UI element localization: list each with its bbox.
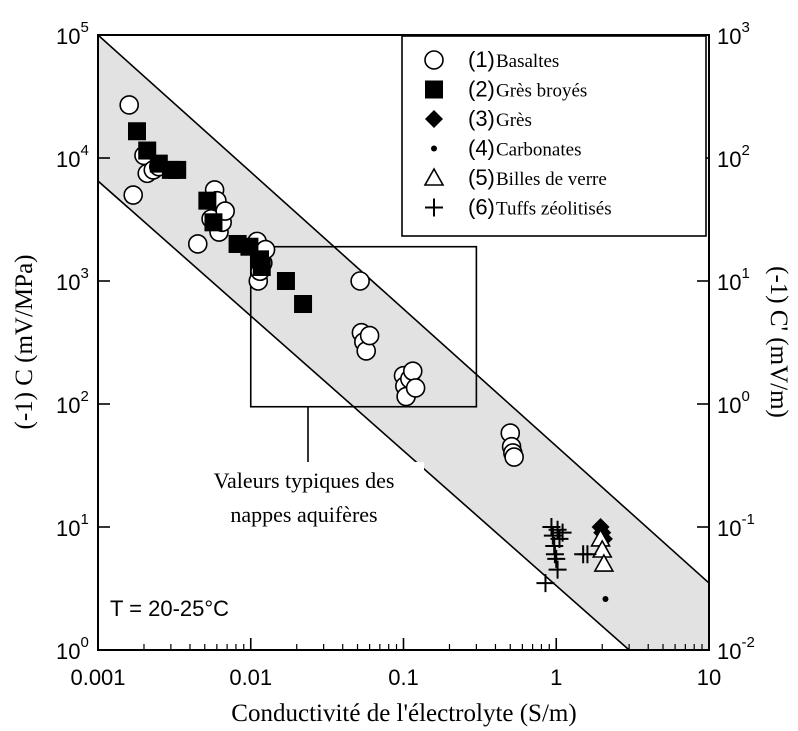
- legend-item: (2) Grès broyés: [425, 77, 587, 102]
- data-point: [359, 325, 380, 346]
- legend-number: (3): [468, 106, 495, 131]
- series-2: [127, 122, 313, 314]
- temperature-label: T = 20-25°C: [110, 596, 229, 621]
- legend-number: (2): [468, 77, 495, 102]
- y-tick-label: 103: [717, 19, 750, 49]
- band-lower-line: [98, 180, 630, 650]
- confidence-band: [98, 35, 709, 650]
- data-point: [127, 122, 146, 141]
- data-point: [405, 378, 426, 398]
- data-point: [276, 272, 295, 290]
- x-tick-label: 0.01: [229, 665, 272, 690]
- data-point: [547, 549, 566, 568]
- series-5: [590, 528, 615, 572]
- legend-label: Billes de verre: [496, 169, 607, 190]
- series-4: [602, 595, 609, 602]
- y-tick-label: 102: [717, 142, 750, 172]
- data-point: [294, 295, 313, 314]
- data-point: [593, 553, 615, 572]
- data-point: [536, 574, 555, 593]
- y-axis-left-ticks: 100 101 102 103 104 105: [56, 19, 110, 664]
- x-axis-title: Conductivité de l'électrolyte (S/m): [231, 700, 576, 727]
- aquifer-typical-values-box: [249, 245, 478, 408]
- x-tick-label: 1: [550, 665, 562, 690]
- annotation-aquifer-line1: Valeurs typiques des: [214, 468, 395, 493]
- y-tick-label: 100: [717, 388, 750, 418]
- legend-number: (4): [468, 136, 495, 161]
- y-tick-label: 101: [56, 511, 89, 541]
- y-tick-label: 103: [56, 265, 89, 295]
- data-point: [350, 271, 370, 291]
- y-tick-label: 104: [56, 142, 89, 172]
- legend-item: (4) Carbonates: [431, 136, 581, 161]
- data-point: [204, 213, 223, 232]
- legend-label: Grès broyés: [496, 81, 587, 102]
- data-point: [168, 160, 187, 179]
- x-tick-label: 10: [697, 665, 721, 690]
- annotation-aquifer-line2: nappes aquifères: [230, 502, 377, 527]
- series-6: [536, 518, 597, 593]
- legend: (1) Basaltes(2) Grès broyés(3) Grès(4) Carbo…: [401, 35, 707, 237]
- data-point: [252, 257, 271, 276]
- legend-label: Carbonates: [496, 140, 581, 161]
- legend-number: (1): [468, 47, 495, 72]
- x-tick-label: 0.1: [388, 665, 419, 690]
- y-tick-label: 101: [717, 265, 750, 295]
- legend-number: (6): [468, 195, 495, 220]
- legend-marker: [425, 110, 443, 128]
- data-point: [545, 545, 564, 564]
- data-point: [553, 523, 572, 542]
- data-point: [119, 95, 139, 115]
- data-point: [504, 447, 524, 467]
- annotation-background: [184, 462, 424, 534]
- legend-marker: [424, 50, 444, 70]
- x-tick-label: 0.001: [70, 665, 125, 690]
- y-axis-right-ticks: 10-2 10-1 100 101 102 103: [697, 19, 755, 664]
- legend-marker: [431, 145, 437, 152]
- band-upper-line: [98, 35, 709, 584]
- legend-label: Basaltes: [496, 51, 559, 72]
- data-markers: [119, 95, 615, 602]
- y-tick-label: 105: [56, 19, 89, 49]
- legend-item: (6) Tuffs zéolitisés: [425, 195, 612, 220]
- data-point: [402, 361, 423, 381]
- legend-number: (5): [468, 165, 495, 190]
- legend-marker: [423, 167, 445, 186]
- legend-item: (3) Grès: [425, 106, 532, 131]
- data-point: [578, 545, 597, 564]
- x-axis-ticks: 0.001 0.01 0.1 1 10: [70, 638, 721, 690]
- data-point: [187, 234, 208, 254]
- legend-item: (1) Basaltes: [424, 47, 559, 72]
- y-axis-right-title: (-1) C' (mV/m): [765, 266, 792, 418]
- legend-items: (1) Basaltes(2) Grès broyés(3) Grès(4) Carbo…: [423, 47, 612, 220]
- data-point: [198, 191, 217, 210]
- y-axis-left-title: (-1) C (mV/MPa): [11, 255, 38, 430]
- legend-label: Tuffs zéolitisés: [496, 199, 612, 220]
- data-point: [548, 560, 567, 579]
- y-tick-label: 10-1: [717, 511, 755, 541]
- legend-marker: [425, 198, 443, 217]
- legend-frame: [401, 35, 707, 237]
- y-tick-label: 10-2: [717, 634, 755, 664]
- data-point: [123, 185, 144, 205]
- legend-label: Grès: [496, 110, 532, 131]
- legend-marker: [425, 80, 443, 99]
- y-tick-label: 102: [56, 388, 89, 418]
- legend-item: (5) Billes de verre: [423, 165, 607, 190]
- y-tick-label: 100: [56, 634, 89, 664]
- data-point: [602, 595, 609, 602]
